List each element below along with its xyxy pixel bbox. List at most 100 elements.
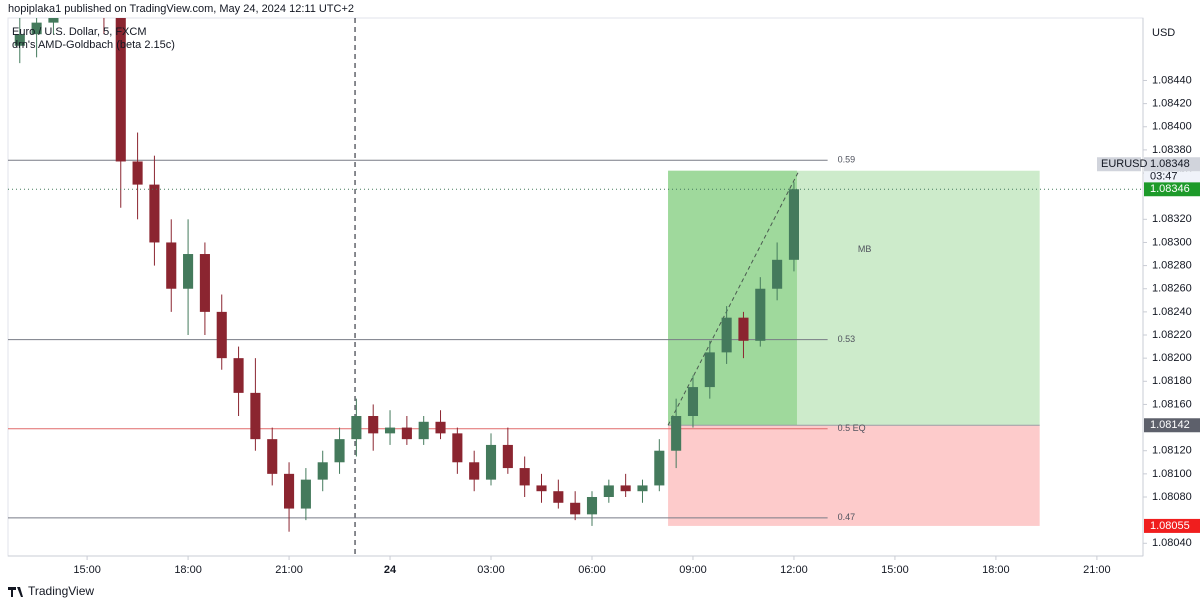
candle-body xyxy=(31,22,42,35)
trend-line xyxy=(667,170,800,426)
x-tick-label: 06:00 xyxy=(578,564,606,576)
x-tick-label: 03:00 xyxy=(477,564,505,576)
candle-body xyxy=(502,444,513,469)
candle-body xyxy=(216,311,227,359)
stop-price-label-box xyxy=(1144,518,1200,533)
countdown: 03:47 xyxy=(1150,171,1178,183)
candle-body xyxy=(536,485,547,492)
last-price-label-box xyxy=(1144,182,1200,197)
y-tick-label: 1.08120 xyxy=(1152,445,1192,457)
candle-body xyxy=(233,358,244,393)
symbol-name: EURUSD xyxy=(1101,158,1148,170)
candle-body xyxy=(755,288,766,341)
y-tick-label: 1.08040 xyxy=(1152,537,1192,549)
x-tick-label: 15:00 xyxy=(881,564,909,576)
candle-body xyxy=(788,189,799,260)
y-tick-label: 1.08240 xyxy=(1152,306,1192,318)
brand: TradingView xyxy=(28,584,94,598)
x-tick-label: 24 xyxy=(384,564,397,576)
candle-body xyxy=(250,392,261,440)
x-tick-label: 09:00 xyxy=(679,564,707,576)
y-tick-label: 1.08200 xyxy=(1152,352,1192,364)
candle-body xyxy=(284,473,295,509)
candle-body xyxy=(199,254,210,312)
candle-body xyxy=(132,161,143,185)
y-tick-label: 1.08180 xyxy=(1152,375,1192,387)
target-zone-filled xyxy=(668,170,797,426)
candle-body xyxy=(149,184,160,243)
candle-body xyxy=(183,254,194,289)
logo xyxy=(8,587,23,597)
candle-body xyxy=(553,491,564,503)
candle-body xyxy=(485,444,497,480)
level-label: 0.59 xyxy=(838,155,856,165)
candle-body xyxy=(115,18,126,162)
x-tick-label: 12:00 xyxy=(780,564,808,576)
plot-area xyxy=(8,18,1143,556)
candle-body xyxy=(435,421,446,434)
candle-body xyxy=(721,317,732,353)
header: hopiplaka1 published on TradingView.com,… xyxy=(8,3,354,15)
candle-body xyxy=(687,387,699,417)
y-tick-label: 1.08260 xyxy=(1152,283,1192,295)
level-label: 0.47 xyxy=(838,512,856,522)
candle-body xyxy=(704,352,715,388)
y-tick-label: 1.08320 xyxy=(1152,213,1192,225)
candle-body xyxy=(334,439,345,463)
symbol-price-label-box xyxy=(1144,157,1200,172)
candle-body xyxy=(368,416,379,434)
y-tick-label: 1.08300 xyxy=(1152,236,1192,248)
x-tick-label: 18:00 xyxy=(982,564,1010,576)
candle-body xyxy=(620,485,631,492)
level-label: 0.53 xyxy=(838,334,856,344)
x-tick-label: 21:00 xyxy=(275,564,303,576)
candle-body xyxy=(267,439,278,474)
candle-body xyxy=(317,462,328,480)
candle-body xyxy=(418,421,429,440)
currency: USD xyxy=(1152,27,1175,39)
last-price-label: 1.08346 xyxy=(1150,183,1190,195)
y-tick-label: 1.08380 xyxy=(1152,144,1192,156)
candle-body xyxy=(654,450,665,486)
x-tick-label: 15:00 xyxy=(73,564,101,576)
y-tick-label: 1.08280 xyxy=(1152,260,1192,272)
candle-body xyxy=(637,485,648,492)
entry-price-label: 1.08142 xyxy=(1150,419,1190,431)
y-tick-label: 1.08220 xyxy=(1152,329,1192,341)
candle-body xyxy=(300,479,311,509)
candle-body xyxy=(570,502,581,515)
chart-title: Euro / U.S. Dollar, 5, FXCM xyxy=(12,26,146,38)
candle-body xyxy=(14,34,25,46)
y-tick-label: 1.08420 xyxy=(1152,98,1192,110)
candle-body xyxy=(166,242,177,289)
candle-body xyxy=(48,18,59,23)
candle-body xyxy=(586,496,598,515)
y-tick-label: 1.08440 xyxy=(1152,74,1192,86)
x-tick-label: 18:00 xyxy=(174,564,202,576)
annotation: MB xyxy=(858,244,872,254)
candle-body xyxy=(603,485,614,497)
candle-body xyxy=(469,462,480,480)
candle-body xyxy=(519,468,530,486)
y-tick-label: 1.08400 xyxy=(1152,121,1192,133)
symbol-price-label: 1.08348 xyxy=(1150,158,1190,170)
candle-body xyxy=(671,416,682,451)
x-tick-label: 21:00 xyxy=(1083,564,1111,576)
candle-body xyxy=(401,427,412,440)
candle-body xyxy=(452,433,463,463)
y-tick-label: 1.08080 xyxy=(1152,491,1192,503)
candle-body xyxy=(351,416,362,440)
symbol-name-box xyxy=(1097,157,1141,172)
candle-body xyxy=(384,427,396,434)
y-tick-label: 1.08160 xyxy=(1152,398,1192,410)
stop-zone xyxy=(668,425,1040,526)
candle-body xyxy=(738,317,749,341)
indicator-name: drn's AMD-Goldbach (beta 2.15c) xyxy=(12,39,175,51)
level-label: 0.5 EQ xyxy=(838,423,866,433)
countdown-box xyxy=(1144,171,1200,183)
candle-body xyxy=(772,259,783,289)
y-tick-label: 1.08100 xyxy=(1152,468,1192,480)
stop-price-label: 1.08055 xyxy=(1150,520,1190,532)
entry-price-label-box xyxy=(1144,418,1200,433)
